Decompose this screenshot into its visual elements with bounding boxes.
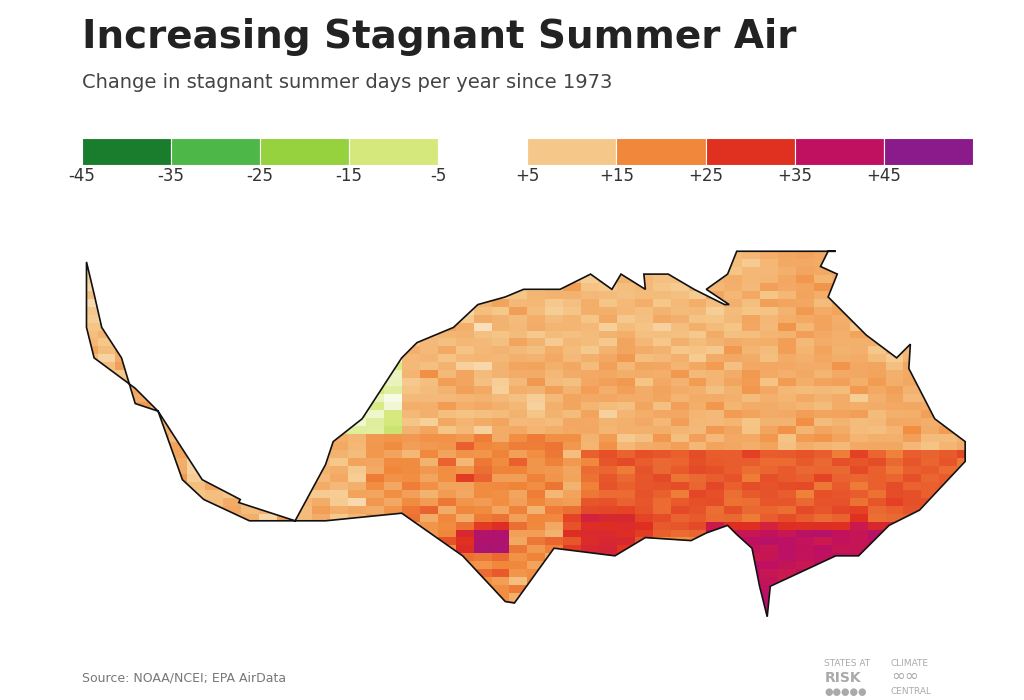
Bar — [438, 138, 527, 164]
Text: -35: -35 — [158, 167, 184, 185]
Bar — [706, 138, 795, 164]
Bar — [527, 138, 616, 164]
Text: +15: +15 — [599, 167, 634, 185]
Bar — [795, 138, 884, 164]
Bar — [884, 138, 973, 164]
Text: +5: +5 — [515, 167, 540, 185]
Text: -45: -45 — [69, 167, 95, 185]
Text: +35: +35 — [777, 167, 812, 185]
Bar — [171, 138, 260, 164]
Text: Change in stagnant summer days per year since 1973: Change in stagnant summer days per year … — [82, 74, 612, 92]
Bar — [616, 138, 706, 164]
Text: CLIMATE: CLIMATE — [891, 659, 929, 668]
Text: ●●●●●: ●●●●● — [824, 687, 867, 696]
Text: Increasing Stagnant Summer Air: Increasing Stagnant Summer Air — [82, 18, 797, 55]
Text: +25: +25 — [688, 167, 723, 185]
Text: -5: -5 — [430, 167, 446, 185]
Text: -25: -25 — [247, 167, 273, 185]
Text: CENTRAL: CENTRAL — [891, 687, 932, 696]
Text: Source: NOAA/NCEI; EPA AirData: Source: NOAA/NCEI; EPA AirData — [82, 671, 286, 685]
Text: +45: +45 — [866, 167, 901, 185]
Text: ∞∞: ∞∞ — [891, 666, 919, 685]
Bar — [82, 138, 171, 164]
Text: -15: -15 — [336, 167, 362, 185]
Text: STATES AT: STATES AT — [824, 659, 870, 668]
Bar — [260, 138, 349, 164]
Bar — [349, 138, 438, 164]
Text: RISK: RISK — [824, 671, 861, 685]
